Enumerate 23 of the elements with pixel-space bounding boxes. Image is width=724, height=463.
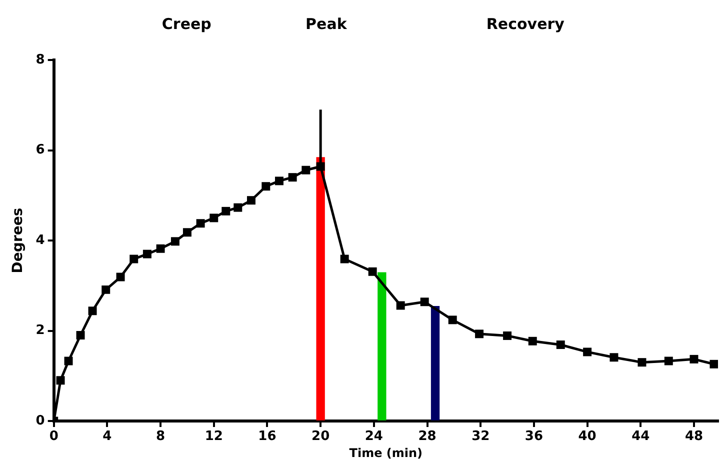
x-tick-label: 44	[632, 429, 650, 444]
text: Peak	[306, 14, 348, 33]
x-tick-label: 12	[204, 429, 223, 444]
y-tick-label: 4	[36, 232, 45, 248]
x-tick-label: 32	[472, 429, 490, 444]
x-tick-label: 40	[578, 429, 596, 444]
y-tick-label: 0	[36, 413, 45, 428]
y-tick-label: 6	[36, 142, 45, 158]
y-tick-label: 8	[36, 52, 45, 68]
x-tick-label: 8	[156, 429, 166, 444]
x-tick-label: 28	[418, 429, 436, 444]
x-axis-title: Time (min)	[349, 446, 423, 460]
x-tick-label: 0	[49, 429, 58, 444]
x-tick-label: 4	[102, 429, 112, 444]
text: Recovery	[486, 14, 565, 33]
y-axis-title: Degrees	[10, 208, 26, 274]
text: Creep	[162, 14, 212, 33]
x-tick-label: 48	[684, 429, 704, 444]
y-tick-label: 2	[36, 323, 45, 338]
x-tick-label: 36	[524, 429, 544, 444]
x-tick-label: 24	[364, 429, 383, 444]
x-tick-label: 16	[258, 429, 276, 444]
x-tick-label: 20	[312, 429, 330, 444]
